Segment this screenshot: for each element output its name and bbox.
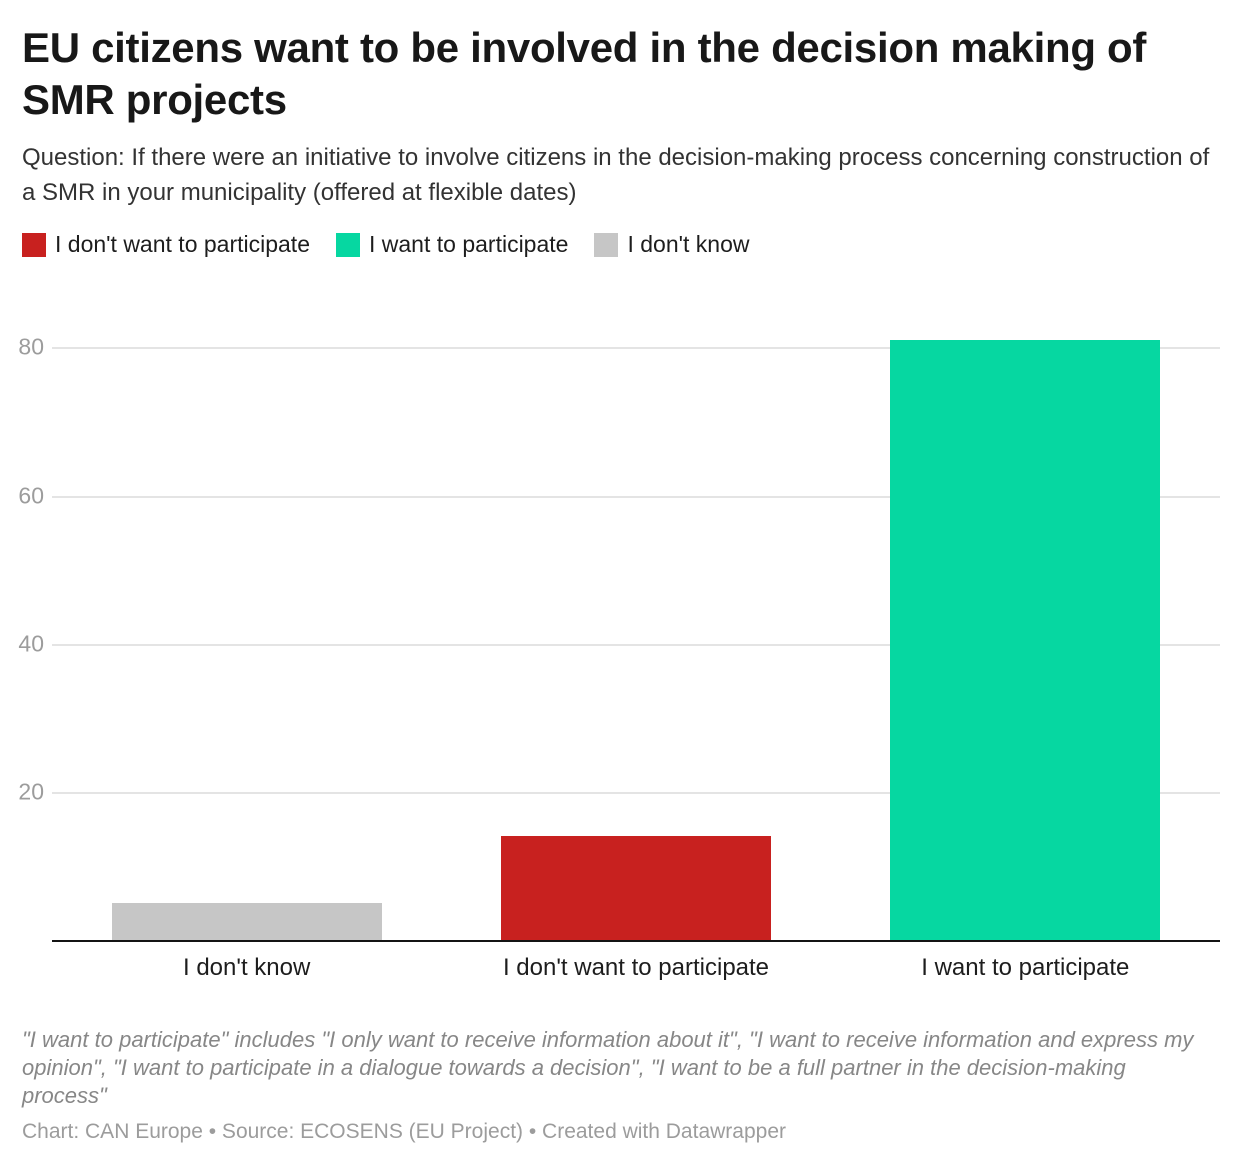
gridline-40 [52, 643, 1220, 646]
y-tick-label-40: 40 [18, 630, 44, 657]
legend-item-dont-want-to-participate: I don't want to participate [22, 231, 310, 258]
gridline-80 [52, 347, 1220, 350]
chart-title: EU citizens want to be involved in the d… [22, 24, 1147, 123]
bar-i-don-t-know[interactable] [111, 902, 382, 940]
x-axis-label-i-don-t-know: I don't know [183, 954, 311, 981]
legend-label-want-to-participate: I want to participate [369, 231, 569, 257]
legend-label-dont-want-to-participate: I don't want to participate [55, 231, 310, 257]
plot-area: 20 40 60 80 I don't know I don't want to part… [18, 300, 1220, 981]
legend-item-want-to-participate: I want to participate [336, 231, 568, 258]
footnote: "I want to participate" includes "I only… [22, 1027, 1194, 1108]
y-tick-label-60: 60 [18, 482, 44, 509]
y-tick-label-20: 20 [18, 778, 44, 805]
legend-swatch-gray [594, 232, 619, 257]
legend-swatch-green [336, 232, 360, 257]
chart-subtitle: Question: If there were an initiative to… [22, 144, 1210, 206]
bar-i-want-to-participate[interactable] [890, 340, 1161, 940]
legend-item-dont-know: I don't know [594, 231, 749, 258]
gridline-20 [52, 791, 1220, 794]
legend: I don't want to participate I want to pa… [22, 231, 749, 258]
x-axis-label-i-don-t-want-to-participate: I don't want to participate [502, 954, 770, 981]
x-axis-label-i-want-to-participate: I want to participate [921, 954, 1130, 981]
y-tick-label-80: 80 [18, 333, 44, 360]
legend-swatch-red [22, 232, 46, 257]
gridline-60 [52, 495, 1220, 498]
bar-i-don-t-want-to-participate[interactable] [501, 836, 771, 940]
credit-line: Chart: CAN Europe • Source: ECOSENS (EU … [22, 1120, 786, 1143]
legend-label-dont-know: I don't know [627, 231, 750, 257]
